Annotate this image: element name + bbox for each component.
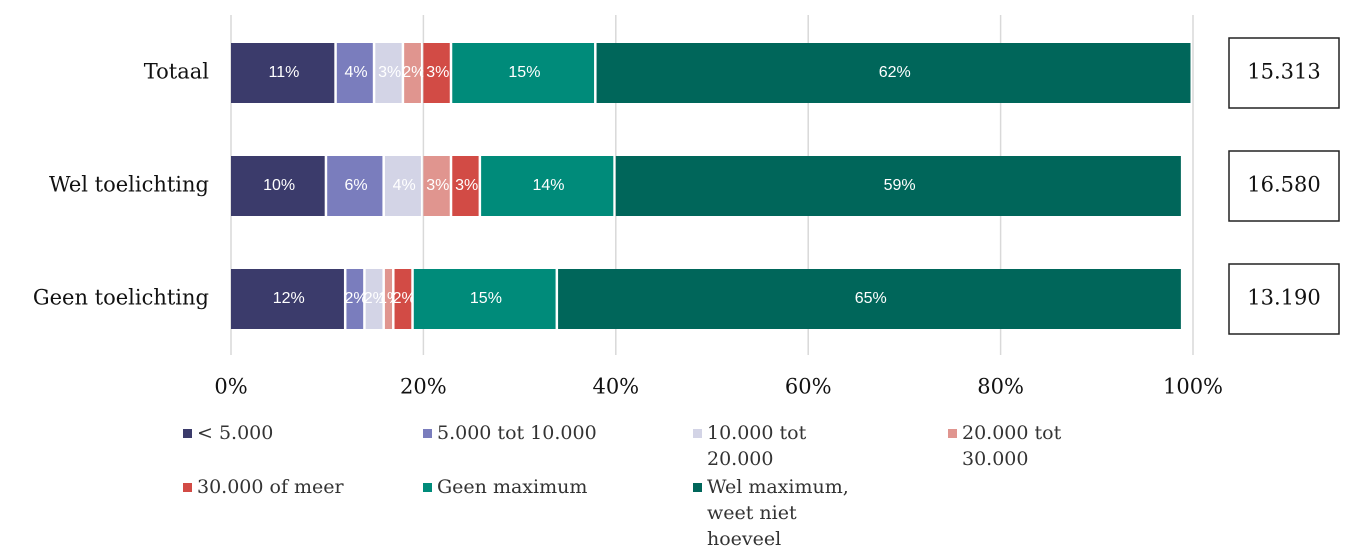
legend-swatch — [183, 483, 192, 492]
x-tick-label: 100% — [1163, 375, 1223, 399]
category-label: Totaal — [144, 60, 209, 84]
total-box — [1228, 37, 1340, 109]
legend-swatch — [423, 429, 432, 438]
data-label: 15% — [508, 64, 540, 81]
data-label: 14% — [532, 177, 564, 194]
legend-label: 5.000 tot 10.000 — [437, 422, 597, 444]
data-label: 3% — [426, 64, 449, 81]
bar-segment — [231, 156, 325, 216]
data-label: 3% — [455, 177, 478, 194]
bar-segment — [413, 269, 556, 329]
bar-segment — [327, 156, 383, 216]
total-label: 13.190 — [1247, 286, 1320, 310]
legend-swatch — [693, 429, 702, 438]
chart: 0% 20% 40% 60% 80% 100%Totaal 11% 4% 3% 2% 3% 15% 62… — [33, 15, 1340, 399]
legend-item: Geen maximum — [423, 474, 657, 500]
bar-segment — [558, 269, 1181, 329]
data-label: 10% — [263, 177, 295, 194]
data-label: 2% — [364, 290, 387, 307]
data-label: 2% — [344, 290, 367, 307]
data-label: 3% — [426, 177, 449, 194]
legend-label: < 5.000 — [197, 422, 274, 444]
legend-item: 5.000 tot 10.000 — [423, 420, 657, 446]
data-label: 2% — [393, 290, 416, 307]
data-label: 15% — [470, 290, 502, 307]
legend-label: 10.000 tot 20.000 — [707, 422, 807, 470]
legend-item: 10.000 tot 20.000 — [693, 420, 857, 472]
bar-segment — [231, 269, 344, 329]
legend-item: Wel maximum, weet niet hoeveel — [693, 474, 857, 552]
x-tick-label: 0% — [214, 375, 247, 399]
legend-item: < 5.000 — [183, 420, 347, 446]
total-label: 15.313 — [1247, 60, 1320, 84]
data-label: 59% — [884, 177, 916, 194]
x-tick-label: 20% — [400, 375, 447, 399]
data-label: 2% — [402, 64, 425, 81]
legend-swatch — [693, 483, 702, 492]
total-box — [1228, 150, 1340, 222]
x-tick-label: 60% — [785, 375, 832, 399]
legend-swatch — [948, 429, 957, 438]
x-tick-label: 80% — [977, 375, 1024, 399]
bar-segment — [375, 43, 402, 103]
data-label: 3% — [378, 64, 401, 81]
data-label: 12% — [273, 290, 305, 307]
legend-label: Geen maximum — [437, 476, 588, 498]
legend-item: 30.000 of meer — [183, 474, 347, 500]
legend-label: Wel maximum, weet niet hoeveel — [707, 476, 849, 550]
bar-segment — [394, 269, 412, 329]
bar-segment — [452, 156, 479, 216]
bar-segment — [596, 43, 1191, 103]
category-label: Geen toelichting — [33, 286, 209, 310]
bar-segment — [384, 269, 393, 329]
legend-swatch — [183, 429, 192, 438]
bar-segment — [336, 43, 373, 103]
bar-segment — [384, 156, 421, 216]
page: 0% 20% 40% 60% 80% 100% Totaal 11% 4% 3% 2% 3% 15% 62… — [32, 15, 1340, 550]
data-label: 4% — [393, 177, 416, 194]
total-box — [1228, 263, 1340, 335]
bar-segment — [452, 43, 595, 103]
data-label: 62% — [879, 64, 911, 81]
legend-label: 30.000 of meer — [197, 476, 344, 498]
data-label: 11% — [268, 64, 299, 81]
data-label: 65% — [855, 290, 887, 307]
data-label: 6% — [344, 177, 367, 194]
data-label: 4% — [344, 64, 367, 81]
category-label: Wel toelichting — [49, 173, 209, 197]
bar-segment — [423, 156, 450, 216]
x-tick-label: 40% — [592, 375, 639, 399]
legend-swatch — [423, 483, 432, 492]
bar-segment — [615, 156, 1181, 216]
bar-segment — [346, 269, 364, 329]
total-label: 16.580 — [1247, 173, 1320, 197]
bar-segment — [365, 269, 383, 329]
bar-segment — [481, 156, 614, 216]
bar-segment — [231, 43, 335, 103]
bar-segment — [423, 43, 450, 103]
legend-label: 20.000 tot 30.000 — [962, 422, 1062, 470]
legend-item: 20.000 tot 30.000 — [948, 420, 1112, 472]
bar-segment — [404, 43, 421, 103]
